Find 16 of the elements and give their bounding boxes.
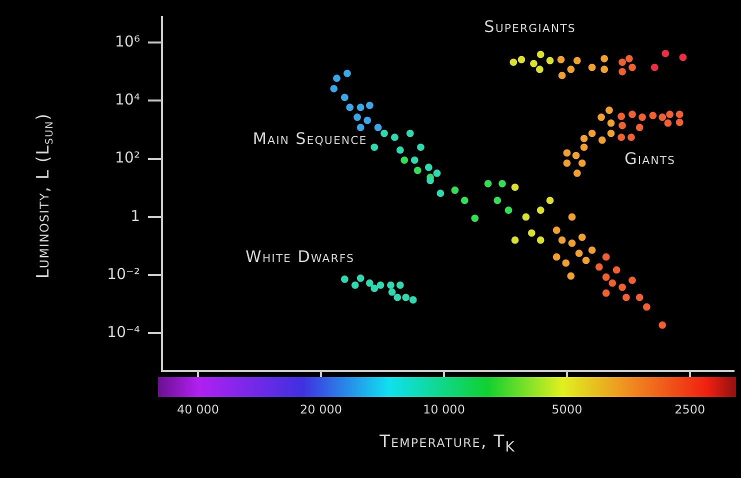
y-tick-label: 10⁻⁴ — [106, 323, 140, 342]
annotation: Main Sequence — [252, 128, 368, 150]
annotation: White Dwarfs — [244, 246, 356, 268]
y-tick-label: 1 — [130, 206, 140, 225]
x-tick-label: 2500 — [674, 402, 706, 416]
x-axis-title: Temperature, T$_{K}$ — [378, 432, 516, 456]
y-tick-label: 10² — [114, 148, 140, 167]
annotation: Supergiants — [483, 16, 577, 38]
y-tick-label: 10⁶ — [114, 32, 140, 50]
y-tick-label: 10⁴ — [114, 90, 140, 109]
y-tick-label: 10⁻² — [106, 264, 140, 283]
annotation: Giants — [623, 148, 677, 170]
x-tick-label: 20 000 — [300, 402, 342, 416]
x-tick-label: 5000 — [552, 402, 582, 416]
x-tick-label: 40 000 — [177, 402, 220, 416]
x-tick-label: 10 000 — [422, 402, 465, 416]
